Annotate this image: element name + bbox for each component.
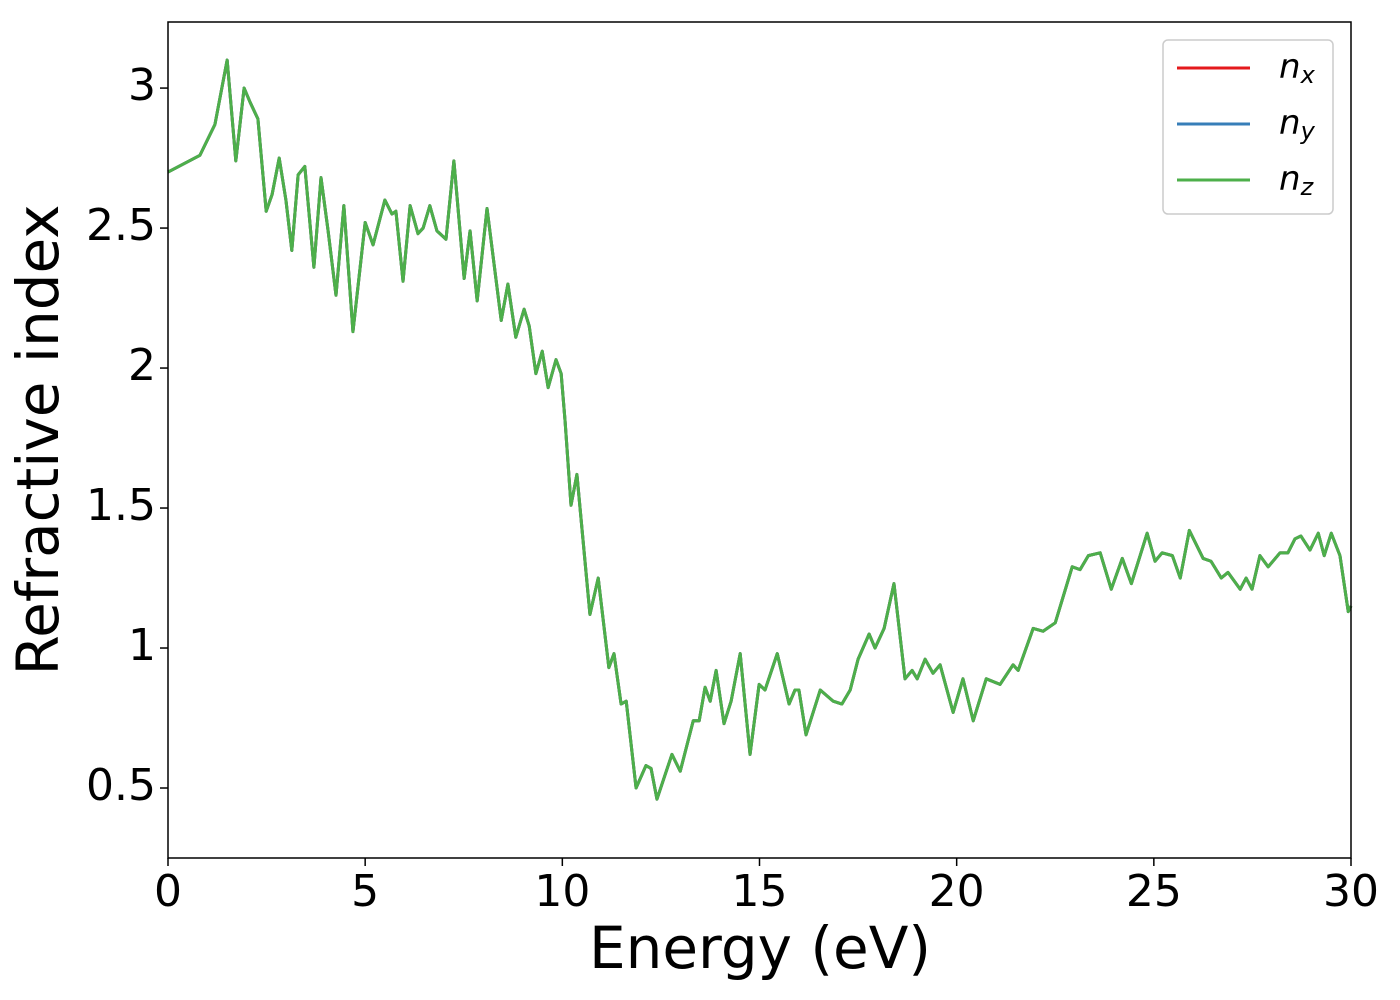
plot-frame (167, 21, 1352, 859)
x-tick-label: 15 (732, 866, 788, 917)
x-tick-label: 5 (351, 866, 379, 917)
y-tick-label: 0.5 (86, 760, 156, 811)
legend: nx ny nz (1162, 39, 1334, 215)
x-tick-label: 30 (1323, 866, 1379, 917)
legend-label: nz (1279, 159, 1315, 202)
legend-label: nx (1279, 47, 1316, 90)
y-tick-label: 2 (128, 340, 156, 391)
legend-label: ny (1279, 103, 1316, 146)
data-line (167, 58, 1353, 801)
x-tick-label: 10 (534, 866, 590, 917)
x-tick-label: 20 (929, 866, 985, 917)
y-tick-label: 3 (128, 60, 156, 111)
x-tick-label: 0 (154, 866, 182, 917)
y-axis-label: Refractive index (4, 204, 72, 675)
x-tick-label: 25 (1126, 866, 1182, 917)
legend-box (1162, 39, 1334, 215)
y-tick-label: 1 (128, 620, 156, 671)
y-tick-label: 2.5 (86, 200, 156, 251)
y-tick-label: 1.5 (86, 480, 156, 531)
x-axis-label: Energy (eV) (589, 914, 931, 982)
